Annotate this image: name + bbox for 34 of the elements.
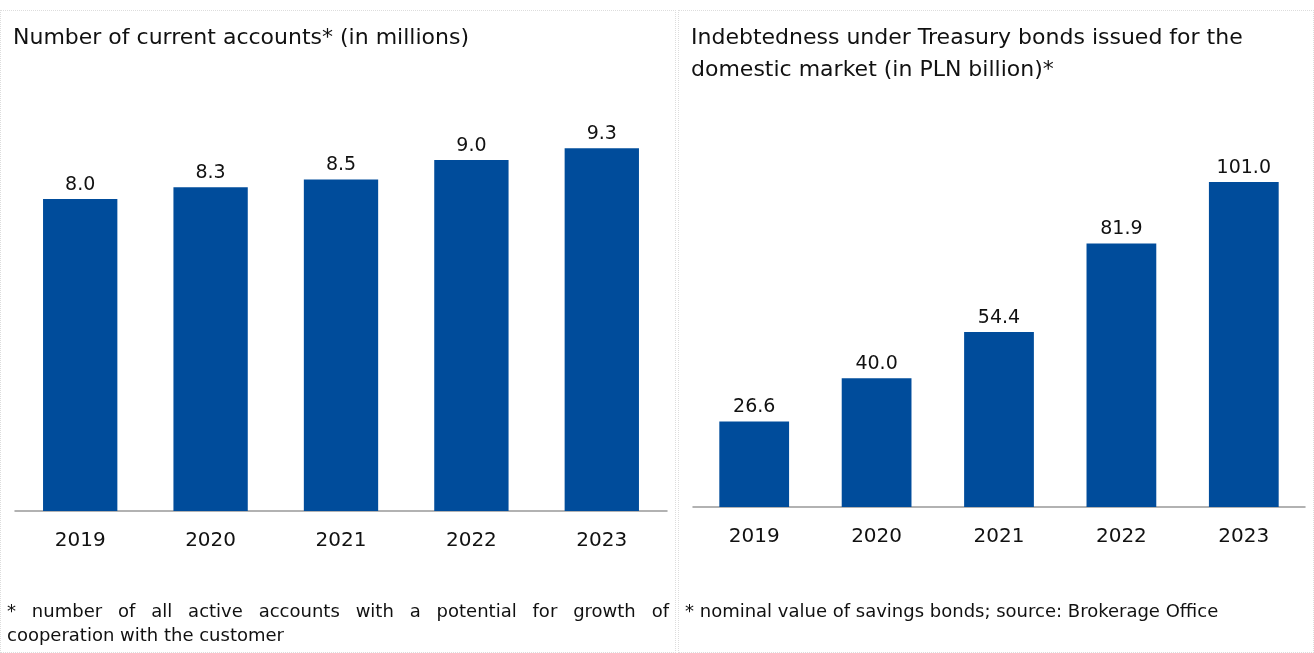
bar <box>1086 243 1157 507</box>
bar <box>841 378 912 507</box>
x-tick-label: 2020 <box>851 523 903 547</box>
x-tick-label: 2023 <box>576 527 628 551</box>
data-label: 9.3 <box>586 120 617 143</box>
x-tick-label: 2019 <box>54 527 106 551</box>
bar <box>43 199 118 511</box>
chart-title: Indebtedness under Treasury bonds issued for the domestic market (in PLN billion)* <box>691 23 1244 83</box>
data-label: 26.6 <box>733 393 776 416</box>
x-tick-label: 2019 <box>728 523 780 547</box>
bar <box>434 160 509 511</box>
text: * number of all active accounts with a potential for growth of cooperation with the customer <box>7 599 669 647</box>
x-tick-label: 2020 <box>185 527 237 551</box>
bar <box>564 148 639 511</box>
x-tick-label: 2021 <box>315 527 367 551</box>
bar <box>303 179 379 511</box>
data-label: 9.0 <box>456 132 487 155</box>
bar <box>173 187 248 511</box>
bar <box>719 421 790 507</box>
data-label: 8.0 <box>65 171 96 194</box>
data-label: 81.9 <box>1100 216 1143 239</box>
x-tick-label: 2022 <box>445 527 497 551</box>
x-tick-label: 2023 <box>1218 523 1270 547</box>
chart-title: Number of current accounts* (in millions) <box>13 23 470 51</box>
data-label: 40.0 <box>855 350 898 373</box>
bar <box>1208 182 1279 507</box>
data-label: 54.4 <box>977 304 1021 327</box>
text: * nominal value of savings bonds; source: Brokerage Office <box>685 599 1220 623</box>
bar <box>964 332 1034 507</box>
x-tick-label: 2021 <box>973 523 1025 547</box>
x-tick-label: 2022 <box>1095 523 1147 547</box>
data-label: 8.3 <box>195 159 226 182</box>
data-label: 101.0 <box>1216 154 1271 177</box>
data-label: 8.5 <box>325 152 357 174</box>
